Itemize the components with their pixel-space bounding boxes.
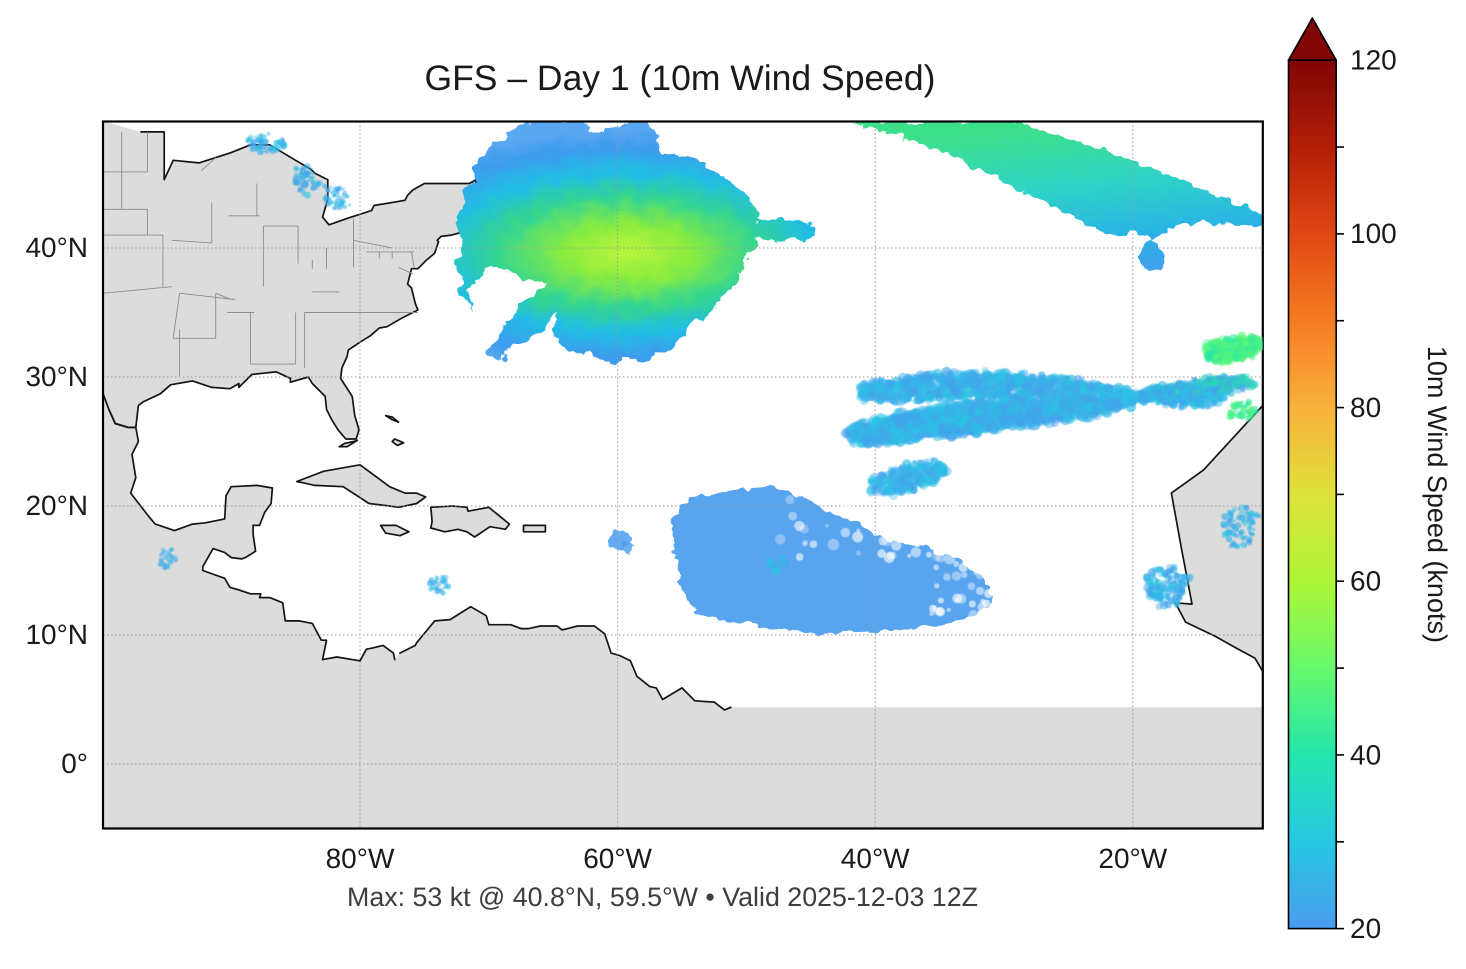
svg-text:40°W: 40°W xyxy=(841,843,910,874)
svg-text:10m Wind Speed (knots): 10m Wind Speed (knots) xyxy=(1422,346,1452,643)
svg-text:40: 40 xyxy=(1350,739,1381,770)
svg-text:80°W: 80°W xyxy=(326,843,395,874)
svg-text:Max: 53 kt @ 40.8°N, 59.5°W •: Max: 53 kt @ 40.8°N, 59.5°W • Valid 2025… xyxy=(347,882,978,912)
svg-text:10°N: 10°N xyxy=(25,619,88,650)
svg-text:20: 20 xyxy=(1350,913,1381,944)
svg-text:60°W: 60°W xyxy=(583,843,652,874)
svg-text:20°N: 20°N xyxy=(25,490,88,521)
svg-text:100: 100 xyxy=(1350,218,1397,249)
svg-text:GFS – Day 1 (10m Wind Speed): GFS – Day 1 (10m Wind Speed) xyxy=(424,58,935,98)
svg-text:40°N: 40°N xyxy=(25,232,88,263)
svg-text:20°W: 20°W xyxy=(1098,843,1167,874)
svg-text:120: 120 xyxy=(1350,45,1397,76)
svg-text:60: 60 xyxy=(1350,566,1381,597)
svg-text:0°: 0° xyxy=(61,748,88,779)
svg-text:30°N: 30°N xyxy=(25,361,88,392)
svg-text:80: 80 xyxy=(1350,392,1381,423)
